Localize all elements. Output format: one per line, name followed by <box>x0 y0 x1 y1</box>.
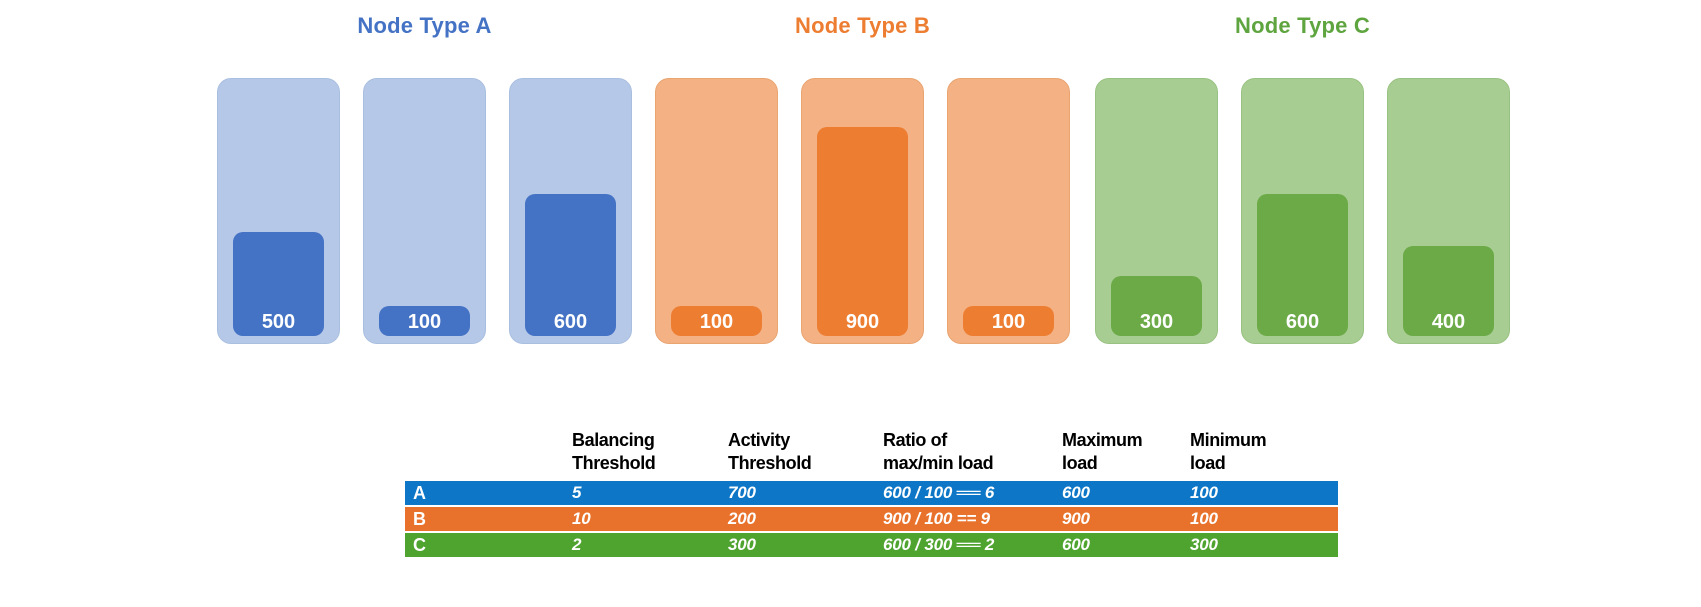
header-line-2: Threshold <box>572 453 656 473</box>
load-bar: 600 <box>525 194 616 336</box>
cell-maximum-load: 600 <box>1062 535 1090 554</box>
cell-activity-threshold: 300 <box>728 535 756 554</box>
header-cell: Ratio of max/min load <box>883 429 1062 481</box>
node-container: 100 <box>947 78 1070 344</box>
cell-minimum-load: 100 <box>1190 483 1218 502</box>
group-title: Node Type B <box>794 13 931 38</box>
load-value: 100 <box>699 311 734 333</box>
header-cell: Minimum load <box>1190 429 1338 481</box>
node-container: 400 <box>1387 78 1510 344</box>
load-bar: 100 <box>671 306 762 336</box>
load-value: 100 <box>407 311 442 333</box>
load-bar: 100 <box>963 306 1054 336</box>
header-line-1: Activity <box>728 430 790 450</box>
node-container: 100 <box>655 78 778 344</box>
header-cell-empty <box>405 429 572 481</box>
header-cell: Activity Threshold <box>728 429 883 481</box>
header-cell: Maximum load <box>1062 429 1190 481</box>
cell-balancing-threshold: 10 <box>572 509 591 528</box>
load-value: 500 <box>261 311 296 333</box>
table-header-row: Balancing Threshold Activity Threshold R… <box>405 429 1338 481</box>
node-containers-row: 500 100 600 <box>217 78 632 344</box>
group-title: Node Type C <box>1234 13 1371 38</box>
group-title: Node Type A <box>357 13 492 38</box>
node-container: 100 <box>363 78 486 344</box>
table-row: A 5 700 600 / 100 ══ 6 600 100 <box>405 481 1338 505</box>
table-row: C 2 300 600 / 300 ══ 2 600 300 <box>405 533 1338 557</box>
load-bar: 100 <box>379 306 470 336</box>
header-line-2: Threshold <box>728 453 812 473</box>
load-bar: 400 <box>1403 246 1494 336</box>
header-line-2: max/min load <box>883 453 994 473</box>
cell-ratio-max-min-load: 600 / 100 ══ 6 <box>883 483 995 502</box>
row-label: B <box>413 509 426 529</box>
load-value: 600 <box>1285 311 1320 333</box>
cell-ratio-max-min-load: 900 / 100 == 9 <box>883 509 990 528</box>
load-bar: 600 <box>1257 194 1348 336</box>
cell-ratio-max-min-load: 600 / 300 ══ 2 <box>883 535 995 554</box>
node-containers-row: 300 600 400 <box>1095 78 1510 344</box>
node-group: Node Type A 500 100 600 <box>217 12 632 344</box>
cell-balancing-threshold: 2 <box>572 535 582 554</box>
node-group: Node Type B 100 900 100 <box>655 12 1070 344</box>
header-line-1: Minimum <box>1190 430 1267 450</box>
header-line-1: Balancing <box>572 430 655 450</box>
cell-maximum-load: 600 <box>1062 483 1090 502</box>
node-containers-row: 100 900 100 <box>655 78 1070 344</box>
cell-activity-threshold: 700 <box>728 483 756 502</box>
load-value: 300 <box>1139 311 1174 333</box>
load-value: 400 <box>1431 311 1466 333</box>
table-body: A 5 700 600 / 100 ══ 6 600 100 B 10 200 … <box>405 481 1338 557</box>
node-container: 600 <box>509 78 632 344</box>
cell-minimum-load: 300 <box>1190 535 1218 554</box>
cell-minimum-load: 100 <box>1190 509 1218 528</box>
row-label: C <box>413 535 426 555</box>
table-row: B 10 200 900 / 100 == 9 900 100 <box>405 507 1338 531</box>
load-bar: 300 <box>1111 276 1202 336</box>
cell-balancing-threshold: 5 <box>572 483 582 502</box>
header-cell: Balancing Threshold <box>572 429 728 481</box>
node-container: 500 <box>217 78 340 344</box>
header-line-1: Maximum <box>1062 430 1143 450</box>
node-group: Node Type C 300 600 400 <box>1095 12 1510 344</box>
header-line-1: Ratio of <box>883 430 947 450</box>
node-container: 900 <box>801 78 924 344</box>
node-container: 600 <box>1241 78 1364 344</box>
load-table: Balancing Threshold Activity Threshold R… <box>405 429 1338 559</box>
load-bar: 900 <box>817 127 908 336</box>
load-value: 900 <box>845 311 880 333</box>
header-line-2: load <box>1190 453 1226 473</box>
cell-maximum-load: 900 <box>1062 509 1090 528</box>
load-value: 600 <box>553 311 588 333</box>
load-value: 100 <box>991 311 1026 333</box>
cell-activity-threshold: 200 <box>728 509 756 528</box>
row-label: A <box>413 483 426 503</box>
load-bar: 500 <box>233 232 324 336</box>
node-container: 300 <box>1095 78 1218 344</box>
header-line-2: load <box>1062 453 1098 473</box>
